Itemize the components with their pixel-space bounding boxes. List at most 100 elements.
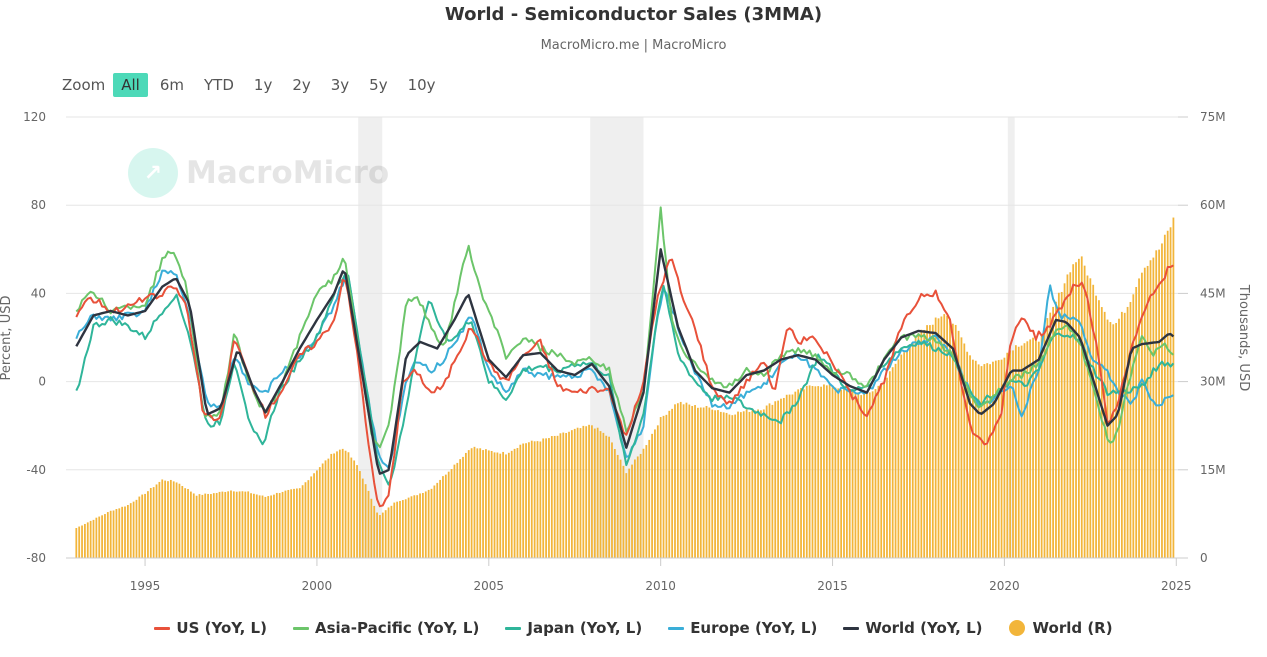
world-r-bar [714,410,716,558]
world-r-bar [401,500,404,558]
world-r-bar [877,385,880,558]
legend-item-world-yoy[interactable]: World (YoY, L) [843,619,983,637]
world-r-bar [931,324,934,558]
y-right-tick-label: 75M [1200,110,1226,124]
world-r-bar [350,457,353,558]
world-r-bar [857,392,860,558]
legend-label: US (YoY, L) [176,619,267,637]
world-r-bar [298,488,301,558]
world-r-bar [316,470,318,558]
world-r-bar [124,506,126,558]
world-r-bar [505,454,507,558]
world-r-bar [845,389,848,558]
world-r-bar [101,515,103,558]
world-r-bar [642,448,645,558]
world-r-bar [848,389,851,558]
world-r-bar [851,390,854,558]
world-r-bar [969,355,971,558]
world-r-bar [823,384,825,558]
world-r-bar [639,453,642,558]
world-r-bar [1172,217,1175,558]
world-r-bar [112,510,115,558]
world-r-bar [1129,301,1132,558]
world-r-bar [135,499,138,558]
world-r-bar [359,471,361,558]
world-r-bar [771,404,774,558]
legend-item-asia-pacific[interactable]: Asia-Pacific (YoY, L) [292,619,479,637]
zoom-button-ytd[interactable]: YTD [204,76,234,94]
world-r-bar [1075,262,1077,558]
world-r-bar [628,468,631,558]
x-tick-label: 2000 [302,579,333,593]
world-r-bar [900,354,903,558]
world-r-bar [880,383,883,558]
world-r-bar [1141,272,1143,558]
world-r-bar [184,488,187,558]
zoom-button-3y[interactable]: 3y [330,76,350,94]
world-r-bar [1092,284,1095,558]
world-r-bar [757,409,759,558]
world-r-bar [379,515,381,558]
world-r-bar [207,493,209,558]
world-r-bar [559,433,562,558]
world-r-bar [636,456,639,558]
world-r-bar [871,391,874,558]
world-r-bar [926,325,928,558]
world-r-bar [313,473,315,558]
world-r-bar [201,494,204,558]
world-r-bar [760,410,762,558]
world-r-bar [797,389,800,558]
zoom-button-10y[interactable]: 10y [407,76,436,94]
world-r-bar [1146,265,1149,558]
y-left-tick-label: -40 [26,463,46,477]
world-r-bar [1009,350,1012,558]
world-r-bar [625,473,628,558]
world-r-bar [542,438,545,558]
zoom-button-2y[interactable]: 2y [292,76,311,94]
world-r-bar [591,425,593,558]
world-r-bar [837,388,840,558]
zoom-button-6m[interactable]: 6m [159,76,185,94]
world-r-bar [940,316,943,558]
world-r-bar [788,394,791,558]
legend-item-japan[interactable]: Japan (YoY, L) [505,619,642,637]
world-r-bar [353,460,356,558]
legend-item-world-r[interactable]: World (R) [1008,619,1113,637]
world-r-bar [668,410,671,558]
world-r-bar [742,411,745,558]
world-r-bar [608,436,610,558]
world-r-bar [1080,256,1083,558]
world-r-bar [659,417,662,558]
world-r-bar [442,476,444,558]
world-r-bar [436,482,439,558]
world-r-bar [808,385,811,558]
world-r-bar [212,493,215,558]
world-r-bar [582,425,585,558]
world-r-bar [138,496,141,558]
world-r-bar [336,451,338,558]
world-r-bar [1020,345,1023,558]
world-r-bar [224,491,227,558]
world-r-bar [324,460,327,558]
y-right-tick-label: 0 [1200,551,1208,565]
world-r-bar [413,495,416,558]
legend-item-us[interactable]: US (YoY, L) [154,619,267,637]
world-r-bar [960,337,963,558]
world-r-bar [957,330,960,558]
zoom-button-all[interactable]: All [113,73,148,97]
world-r-bar [728,414,731,558]
world-r-bar [888,371,891,558]
world-r-bar [949,318,951,558]
zoom-button-5y[interactable]: 5y [369,76,388,94]
zoom-button-1y[interactable]: 1y [253,76,273,94]
legend-item-europe[interactable]: Europe (YoY, L) [668,619,817,637]
world-r-bar [977,364,980,558]
world-r-bar [84,523,86,558]
world-r-bar [866,393,868,558]
world-r-bar [1069,272,1072,558]
world-r-bar [613,449,616,558]
world-r-bar [479,448,482,558]
world-r-bar [1040,336,1043,558]
world-r-bar [596,427,599,558]
world-r-bar [393,502,396,558]
